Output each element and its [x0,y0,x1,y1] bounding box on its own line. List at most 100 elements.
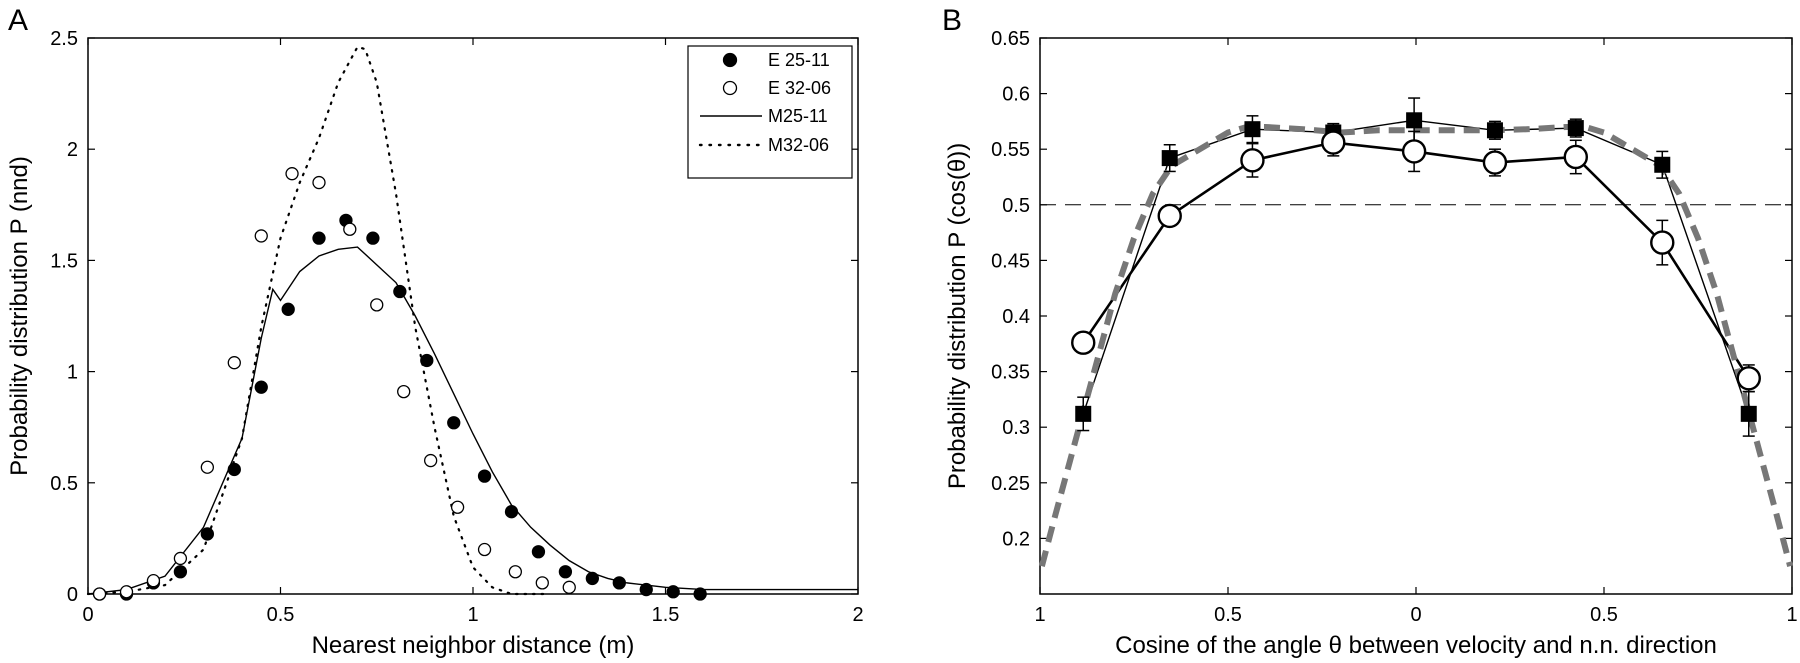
data-point-e25-11 [639,582,653,597]
panel-b-x-axis-label: Cosine of the angle θ between velocity a… [1115,632,1717,659]
y-tick-label: 2 [67,139,78,161]
data-point-square [1654,156,1671,173]
panel-a-legend: E 25-11 E 32-06 M25-11 M32-06 [687,45,853,179]
data-point-square [1486,122,1503,139]
data-point-e32-06 [146,574,161,588]
data-point-e25-11 [227,462,241,477]
data-point-circle [1482,150,1508,175]
y-tick-label: 1.5 [50,250,78,272]
x-tick-label: 0.5 [267,604,295,626]
data-point-square [1567,120,1584,137]
data-point-e25-11 [585,571,599,586]
data-point-e32-06 [227,356,241,370]
data-point-e25-11 [173,565,188,579]
y-tick-label: 0 [67,584,78,606]
x-tick-label: 1.5 [652,604,680,626]
y-tick-label: 2.5 [50,28,78,50]
data-point-e32-06 [477,542,492,557]
y-tick-label: 0.45 [991,250,1030,272]
y-tick-label: 0.55 [991,139,1030,161]
panel-b-y-axis-label: Probability distribution P (cos(θ)) [944,143,971,489]
data-point-e25-11 [504,505,519,519]
y-tick-label: 0.5 [1002,195,1030,217]
panel-b-letter: B [942,4,962,37]
panel-a-series [86,45,858,601]
series-line-model [1038,123,1794,567]
y-tick-label: 0.4 [1002,306,1030,328]
data-point-square [1740,405,1757,422]
data-point-e32-06 [450,500,465,514]
data-point-e25-11 [666,585,680,599]
legend-marker [722,80,738,96]
data-point-e32-06 [200,460,215,474]
x-tick-label: 1 [1786,604,1797,626]
series-line-m25-11 [87,246,858,595]
data-point-e25-11 [558,565,573,579]
data-point-e25-11 [612,576,626,590]
data-point-e32-06 [370,298,384,312]
data-point-e25-11 [254,380,268,394]
data-point-e32-06 [285,167,299,181]
y-tick-label: 0.35 [991,362,1030,384]
x-tick-label: 0.5 [1590,604,1618,626]
panel-a-x-axis-label: Nearest neighbor distance (m) [312,632,635,659]
data-point-circle [1240,148,1265,173]
data-point-e32-06 [173,551,188,566]
data-point-e32-06 [92,587,107,601]
panel-a-ticks: 0 0.5 1 1.5 2 0 0.5 1 1.5 2 2.5 [50,28,863,626]
data-point-e25-11 [693,587,707,601]
panel-a: A 0 0.5 1 1.5 2 0 0.5 1 1.5 2 2.5 Nearest neighbor… [6,4,864,659]
data-point-e32-06 [535,576,549,590]
data-point-e32-06 [397,384,411,399]
panel-b-series [1038,97,1794,567]
data-point-e25-11 [420,353,434,368]
legend-label: E 32-06 [768,78,831,98]
data-point-circle [1563,144,1589,170]
data-point-e25-11 [281,302,295,316]
data-point-e25-11 [531,545,546,559]
data-point-e32-06 [423,453,438,468]
x-tick-label: 0.5 [1214,604,1242,626]
data-point-e25-11 [393,284,407,299]
x-tick-label: 0 [82,604,93,626]
data-point-square [1406,112,1423,129]
data-point-square [1161,150,1178,167]
x-tick-label: 1 [1034,604,1045,626]
data-point-e25-11 [312,231,326,245]
data-point-square [1075,405,1092,422]
x-tick-label: 2 [852,604,863,626]
data-point-e32-06 [312,175,326,190]
data-point-e32-06 [508,565,522,579]
data-point-e32-06 [254,229,268,243]
legend-label: M32-06 [768,135,829,155]
panel-a-y-axis-label: Probability distribution P (nnd) [6,156,33,476]
data-point-e32-06 [119,585,134,599]
data-point-circle [1321,130,1346,155]
panel-a-letter: A [8,4,28,37]
data-point-square [1244,121,1261,138]
data-point-e32-06 [343,222,357,236]
y-tick-label: 0.2 [1002,528,1030,550]
data-point-circle [1650,230,1675,255]
data-point-circle [1071,330,1096,355]
data-point-e25-11 [477,469,492,483]
data-point-circle [1736,366,1761,391]
y-tick-label: 0.25 [991,473,1030,495]
y-tick-label: 0.3 [1002,417,1030,439]
data-point-e25-11 [200,527,215,541]
y-tick-label: 0.65 [991,28,1030,50]
panel-b: B 1 0.5 0 0.5 1 0.2 0.25 0.3 0.35 0.4 0.45 0.5 0.55 0… [942,4,1798,659]
x-tick-label: 1 [467,604,478,626]
panel-b-ticks: 1 0.5 0 0.5 1 0.2 0.25 0.3 0.35 0.4 0.45 0.5 0.55 0.6… [991,28,1798,626]
x-tick-label: 0 [1410,604,1421,626]
data-point-e25-11 [447,416,461,430]
series-line-circles [1082,141,1750,379]
data-point-circle [1157,203,1182,229]
legend-box [687,45,853,179]
y-tick-label: 1 [67,362,78,384]
legend-label: E 25-11 [768,50,830,70]
data-point-circle [1401,139,1427,164]
data-point-e32-06 [562,580,576,594]
data-point-e25-11 [366,231,380,245]
